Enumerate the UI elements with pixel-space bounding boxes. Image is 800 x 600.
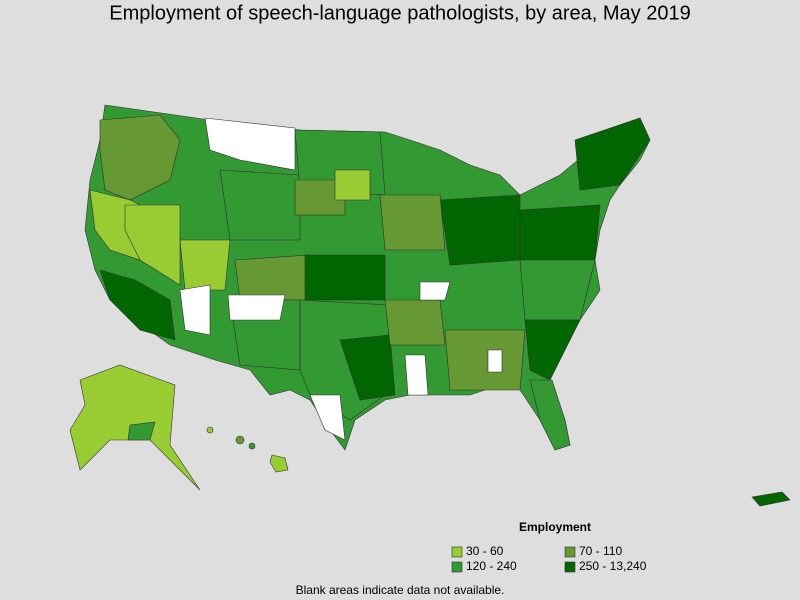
legend-swatch (564, 561, 576, 573)
map-region (304, 254, 386, 301)
legend-label: 30 - 60 (466, 544, 504, 558)
map-region (574, 117, 651, 191)
no-data-area (227, 294, 286, 321)
hawaii (269, 454, 289, 473)
puerto-rico (751, 491, 791, 507)
legend-swatch (564, 546, 576, 558)
map-region (234, 254, 311, 301)
map-region (384, 299, 446, 346)
legend-swatch (451, 561, 463, 573)
map-region (294, 179, 346, 216)
legend-label: 70 - 110 (579, 544, 622, 558)
no-data-area (419, 281, 451, 301)
no-data-area (179, 284, 211, 336)
map-region (524, 319, 581, 381)
hawaii-island (248, 442, 256, 450)
hawaii-island (206, 426, 214, 434)
map-region (124, 204, 181, 286)
map-title: Employment of speech-language pathologis… (109, 2, 690, 24)
map-region (519, 204, 601, 261)
map-region (127, 421, 156, 441)
legend-label: 120 - 240 (466, 559, 517, 573)
map-region (219, 169, 301, 241)
hawaii-island (235, 435, 245, 445)
no-data-area (487, 349, 503, 373)
map-region (334, 169, 371, 201)
no-data-area (404, 354, 429, 396)
map-region (529, 379, 571, 451)
no-data-area (309, 394, 346, 441)
footnote: Blank areas indicate data not available. (296, 583, 505, 597)
map-region (99, 269, 176, 341)
map-region (444, 329, 526, 391)
map-region (339, 334, 396, 401)
map (69, 104, 791, 507)
legend-title: Employment (519, 520, 591, 534)
map-region (99, 114, 181, 201)
legend: Employment 30 - 60 70 - 110 120 - 240 250 -… (451, 520, 647, 573)
map-region (379, 194, 446, 251)
legend-swatch (451, 546, 463, 558)
map-region (439, 194, 521, 266)
map-region (179, 239, 231, 291)
no-data-area (204, 117, 296, 171)
legend-label: 250 - 13,240 (579, 559, 647, 573)
